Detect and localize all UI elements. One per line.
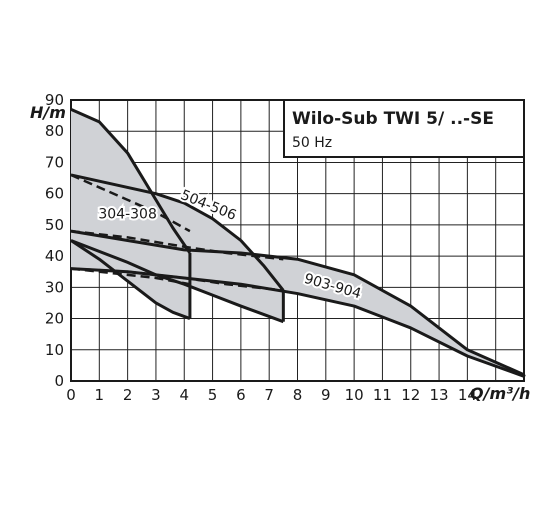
x-axis-title: Q/m³/h xyxy=(470,384,530,403)
x-tick-label: 3 xyxy=(151,386,161,404)
curve-dashed-304-308 xyxy=(70,173,191,233)
title-box xyxy=(283,99,525,158)
curve-dashed-504-506 xyxy=(70,229,284,261)
curve-upper-504-506 xyxy=(70,173,285,292)
x-tick-label: 12 xyxy=(401,386,420,404)
x-tick-label: 6 xyxy=(236,386,246,404)
line-layer xyxy=(70,107,526,378)
y-tick-label: 60 xyxy=(45,185,64,203)
curve-lower-903-904 xyxy=(70,267,525,378)
x-tick-label: 9 xyxy=(321,386,331,404)
curve-area-903-904 xyxy=(71,231,524,377)
x-tick-label: 0 xyxy=(66,386,76,404)
x-tick-label: 4 xyxy=(179,386,189,404)
x-tick-label: 10 xyxy=(345,386,364,404)
curve-lower-304-308 xyxy=(70,239,191,320)
y-tick-label: 90 xyxy=(45,91,64,109)
y-tick-label: 30 xyxy=(45,278,64,296)
x-tick-label: 1 xyxy=(95,386,105,404)
curve-upper-903-904 xyxy=(70,229,525,377)
x-tick-label: 5 xyxy=(208,386,218,404)
x-tick-label: 14 xyxy=(458,386,477,404)
x-tick-label: 7 xyxy=(264,386,274,404)
x-tick-label: 13 xyxy=(430,386,449,404)
y-tick-label: 50 xyxy=(45,216,64,234)
curve-lower-504-506 xyxy=(70,239,284,324)
chart-subtitle: 50 Hz xyxy=(292,135,332,151)
y-tick-label: 0 xyxy=(54,372,64,390)
y-tick-label: 10 xyxy=(45,341,64,359)
y-tick-label: 20 xyxy=(45,310,64,328)
y-tick-label: 80 xyxy=(45,122,64,140)
chart-title: Wilo-Sub TWI 5/ ..-SE xyxy=(292,109,494,129)
series-label-304-308: 304-308 xyxy=(98,207,157,223)
x-tick-label: 8 xyxy=(293,386,303,404)
y-axis-title: H/m xyxy=(30,103,66,122)
y-tick-label: 40 xyxy=(45,247,64,265)
x-tick-label: 11 xyxy=(373,386,392,404)
y-tick-label: 70 xyxy=(45,153,64,171)
x-tick-label: 2 xyxy=(123,386,133,404)
curve-upper-304-308 xyxy=(70,107,192,254)
